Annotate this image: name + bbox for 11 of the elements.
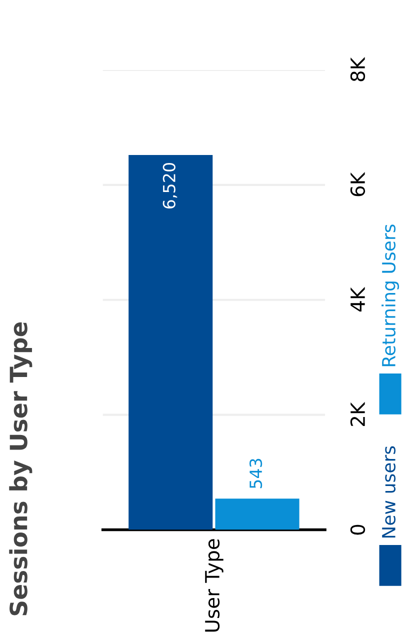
text: Returning Users [382, 224, 400, 366]
data-label: 543 [249, 458, 262, 488]
text: Sessions by User Type [9, 322, 32, 616]
y-tick-label: 0 [350, 524, 366, 535]
y-tick-label: 6K [350, 172, 366, 196]
y-tick-label: 4K [350, 286, 365, 312]
x-tick-label: User Type [205, 539, 224, 632]
data-label: 6,520 [162, 163, 178, 208]
y-tick-label: 8K [350, 56, 366, 82]
y-tick-label: 2K [350, 402, 365, 426]
text: New users [382, 446, 396, 538]
